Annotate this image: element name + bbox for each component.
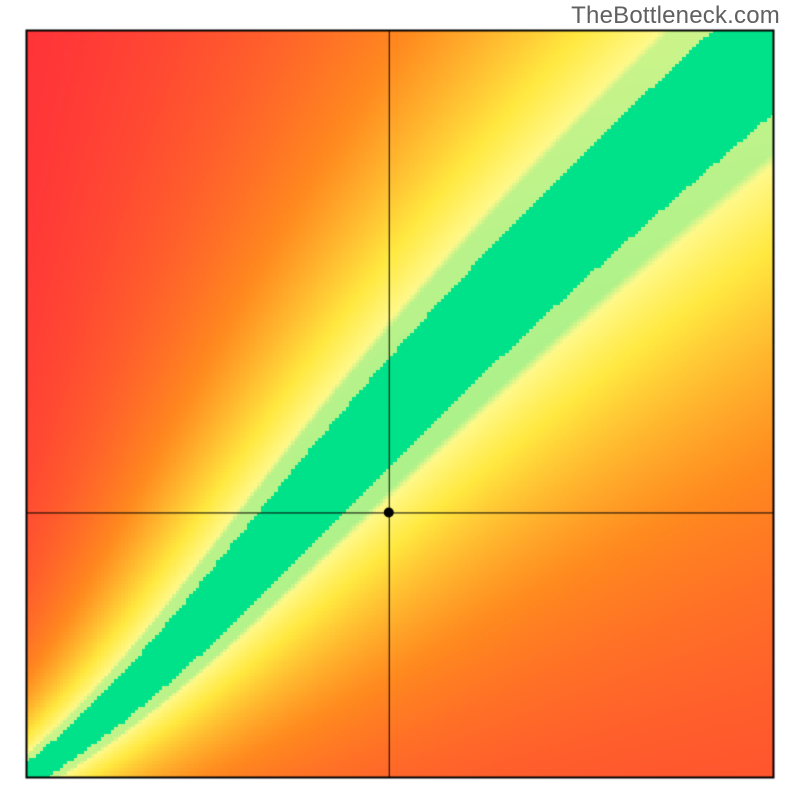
chart-container: TheBottleneck.com [0, 0, 800, 800]
watermark-text: TheBottleneck.com [571, 2, 780, 30]
bottleneck-heatmap [0, 0, 800, 800]
